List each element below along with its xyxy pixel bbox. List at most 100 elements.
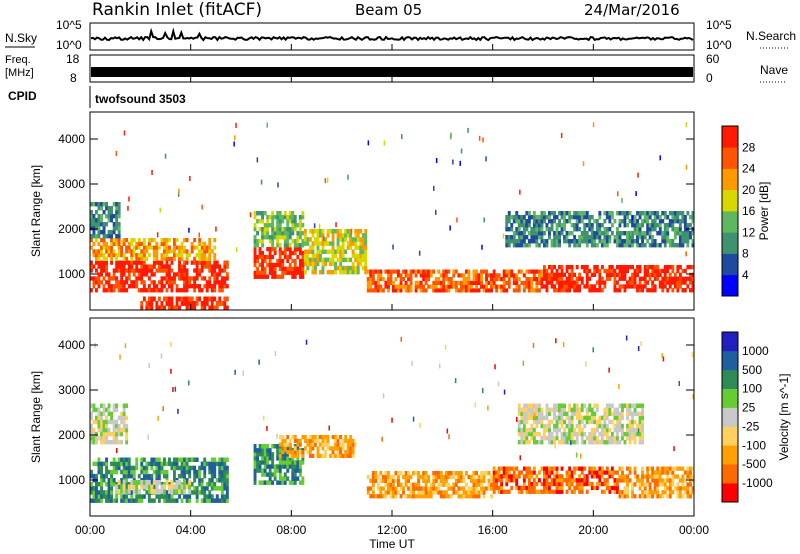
velocity-cell bbox=[308, 450, 312, 455]
power-cell bbox=[105, 280, 108, 285]
power-cell bbox=[137, 253, 141, 258]
velocity-cell bbox=[92, 435, 96, 441]
power-cell bbox=[349, 229, 353, 234]
velocity-cell bbox=[447, 494, 451, 499]
velocity-cell bbox=[668, 490, 672, 495]
velocity-cell bbox=[319, 442, 322, 447]
power-cell bbox=[656, 268, 660, 274]
velocity-cell bbox=[648, 490, 652, 495]
power-cell bbox=[656, 231, 660, 236]
velocity-cell bbox=[90, 403, 93, 408]
power-cell bbox=[457, 280, 461, 285]
power-cell bbox=[112, 253, 116, 258]
power-cell bbox=[399, 288, 403, 293]
velocity-cell bbox=[621, 490, 624, 495]
velocity-cell bbox=[522, 466, 526, 471]
power-cell bbox=[568, 284, 572, 289]
velocity-cell bbox=[487, 482, 491, 487]
power-cell bbox=[510, 215, 514, 220]
velocity-cell bbox=[107, 419, 111, 425]
power-cell bbox=[477, 280, 481, 285]
power-cell bbox=[178, 305, 181, 311]
velocity-cell bbox=[127, 482, 131, 487]
power-cell bbox=[178, 272, 181, 277]
velocity-cell bbox=[532, 419, 536, 425]
power-cell bbox=[477, 273, 481, 278]
power-cell bbox=[288, 266, 292, 271]
velocity-cell bbox=[303, 438, 307, 443]
velocity-cell bbox=[281, 476, 285, 481]
velocity-cell bbox=[588, 431, 592, 437]
velocity-cell bbox=[583, 474, 587, 479]
velocity-cell bbox=[397, 482, 400, 487]
velocity-cell bbox=[163, 482, 166, 487]
velocity-cell bbox=[394, 478, 398, 483]
velocity-cell bbox=[213, 461, 217, 467]
power-cell bbox=[168, 249, 171, 254]
velocity-cell bbox=[570, 474, 574, 479]
power-cell bbox=[147, 288, 151, 293]
velocity-cell bbox=[608, 439, 612, 445]
velocity-cell bbox=[223, 498, 227, 503]
power-cell bbox=[560, 268, 564, 274]
velocity-cell bbox=[593, 415, 597, 421]
velocity-cell bbox=[419, 486, 423, 491]
power-cell bbox=[555, 243, 559, 248]
power-cell bbox=[618, 239, 622, 244]
power-cell bbox=[631, 223, 634, 228]
velocity-cell bbox=[535, 403, 539, 408]
power-cell bbox=[271, 270, 275, 275]
velocity-cell bbox=[686, 490, 690, 495]
velocity-scatter-cell bbox=[522, 360, 525, 366]
velocity-cell bbox=[261, 456, 264, 461]
velocity-cell bbox=[286, 476, 290, 481]
power-cell bbox=[326, 241, 330, 246]
power-cell bbox=[517, 227, 521, 232]
power-cell bbox=[467, 277, 471, 282]
power-cell bbox=[636, 219, 639, 224]
power-scatter-cell bbox=[201, 204, 203, 210]
power-cell bbox=[329, 241, 332, 246]
velocity-cell bbox=[125, 486, 129, 491]
power-cell bbox=[543, 239, 546, 244]
velocity-cell bbox=[573, 485, 577, 491]
power-cell bbox=[485, 269, 488, 274]
power-cell bbox=[288, 231, 292, 236]
power-cell bbox=[263, 270, 267, 275]
velocity-cell bbox=[198, 478, 202, 483]
velocity-cell bbox=[457, 494, 461, 499]
power-cell bbox=[183, 276, 186, 281]
power-scatter-cell bbox=[478, 135, 481, 141]
power-cell bbox=[120, 272, 124, 277]
power-cell bbox=[223, 296, 227, 302]
power-cell bbox=[205, 256, 209, 261]
power-colorbar-swatch bbox=[722, 211, 738, 233]
power-cell bbox=[663, 239, 667, 244]
velocity-scatter-cell bbox=[562, 342, 565, 347]
power-cell bbox=[168, 276, 171, 281]
power-cell bbox=[256, 239, 259, 244]
velocity-cell bbox=[550, 466, 554, 471]
power-cell bbox=[97, 280, 101, 285]
power-cell bbox=[671, 239, 675, 244]
velocity-cell bbox=[150, 457, 154, 462]
velocity-cell bbox=[656, 474, 660, 479]
velocity-cell bbox=[525, 415, 529, 421]
velocity-cell bbox=[648, 474, 652, 479]
velocity-cell bbox=[618, 427, 622, 433]
velocity-cell bbox=[588, 470, 592, 475]
power-cell bbox=[454, 269, 458, 274]
velocity-cell bbox=[112, 465, 116, 471]
velocity-cell bbox=[585, 489, 589, 494]
velocity-cell bbox=[621, 423, 624, 429]
power-cell bbox=[573, 288, 577, 293]
power-cell bbox=[293, 227, 297, 232]
velocity-cell bbox=[580, 415, 584, 421]
power-cell bbox=[314, 237, 317, 242]
velocity-cell bbox=[631, 411, 634, 416]
velocity-cell bbox=[273, 464, 277, 469]
velocity-cell bbox=[100, 439, 103, 445]
velocity-cell bbox=[555, 403, 559, 408]
velocity-cell bbox=[145, 461, 149, 467]
power-cell bbox=[691, 243, 695, 248]
